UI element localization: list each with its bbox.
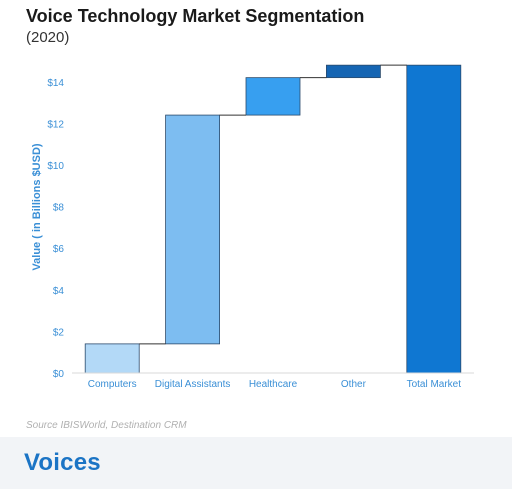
x-tick-label: Healthcare (249, 379, 298, 390)
y-tick-label: $8 (53, 203, 65, 214)
waterfall-chart: $0 $2 $4 $6 $8 $10 $12 $14 Computers Digital Ass… (31, 64, 474, 390)
bar-healthcare (245, 77, 301, 116)
bar-computers (84, 343, 140, 374)
y-tick-label: $14 (47, 78, 64, 89)
x-axis: Computers Digital Assistants Healthcare Oth… (72, 372, 474, 390)
y-tick-label: $10 (47, 161, 64, 172)
source-note: Source IBISWorld, Destination CRM (26, 420, 187, 431)
y-axis-label: Value ( in Billions $USD) (31, 143, 43, 270)
brand-logo: Voices (24, 449, 101, 476)
bars (84, 64, 462, 374)
footer-bar: Voices (0, 437, 512, 489)
y-axis: $0 $2 $4 $6 $8 $10 $12 $14 (47, 78, 64, 380)
x-tick-label: Computers (88, 379, 137, 390)
x-tick-label: Total Market (407, 379, 462, 390)
bar-other (325, 64, 381, 79)
bar-total-market (406, 64, 462, 374)
chart-subtitle: (2020) (26, 29, 70, 46)
y-tick-label: $6 (53, 244, 65, 255)
y-tick-label: $0 (53, 369, 65, 380)
y-tick-label: $12 (47, 119, 64, 130)
x-tick-label: Other (341, 379, 367, 390)
chart-title: Voice Technology Market Segmentation (26, 6, 365, 26)
bar-digital-assistants (165, 114, 221, 345)
connectors (139, 64, 407, 345)
y-tick-label: $2 (53, 327, 65, 338)
y-tick-label: $4 (53, 286, 65, 297)
x-tick-label: Digital Assistants (155, 379, 231, 390)
